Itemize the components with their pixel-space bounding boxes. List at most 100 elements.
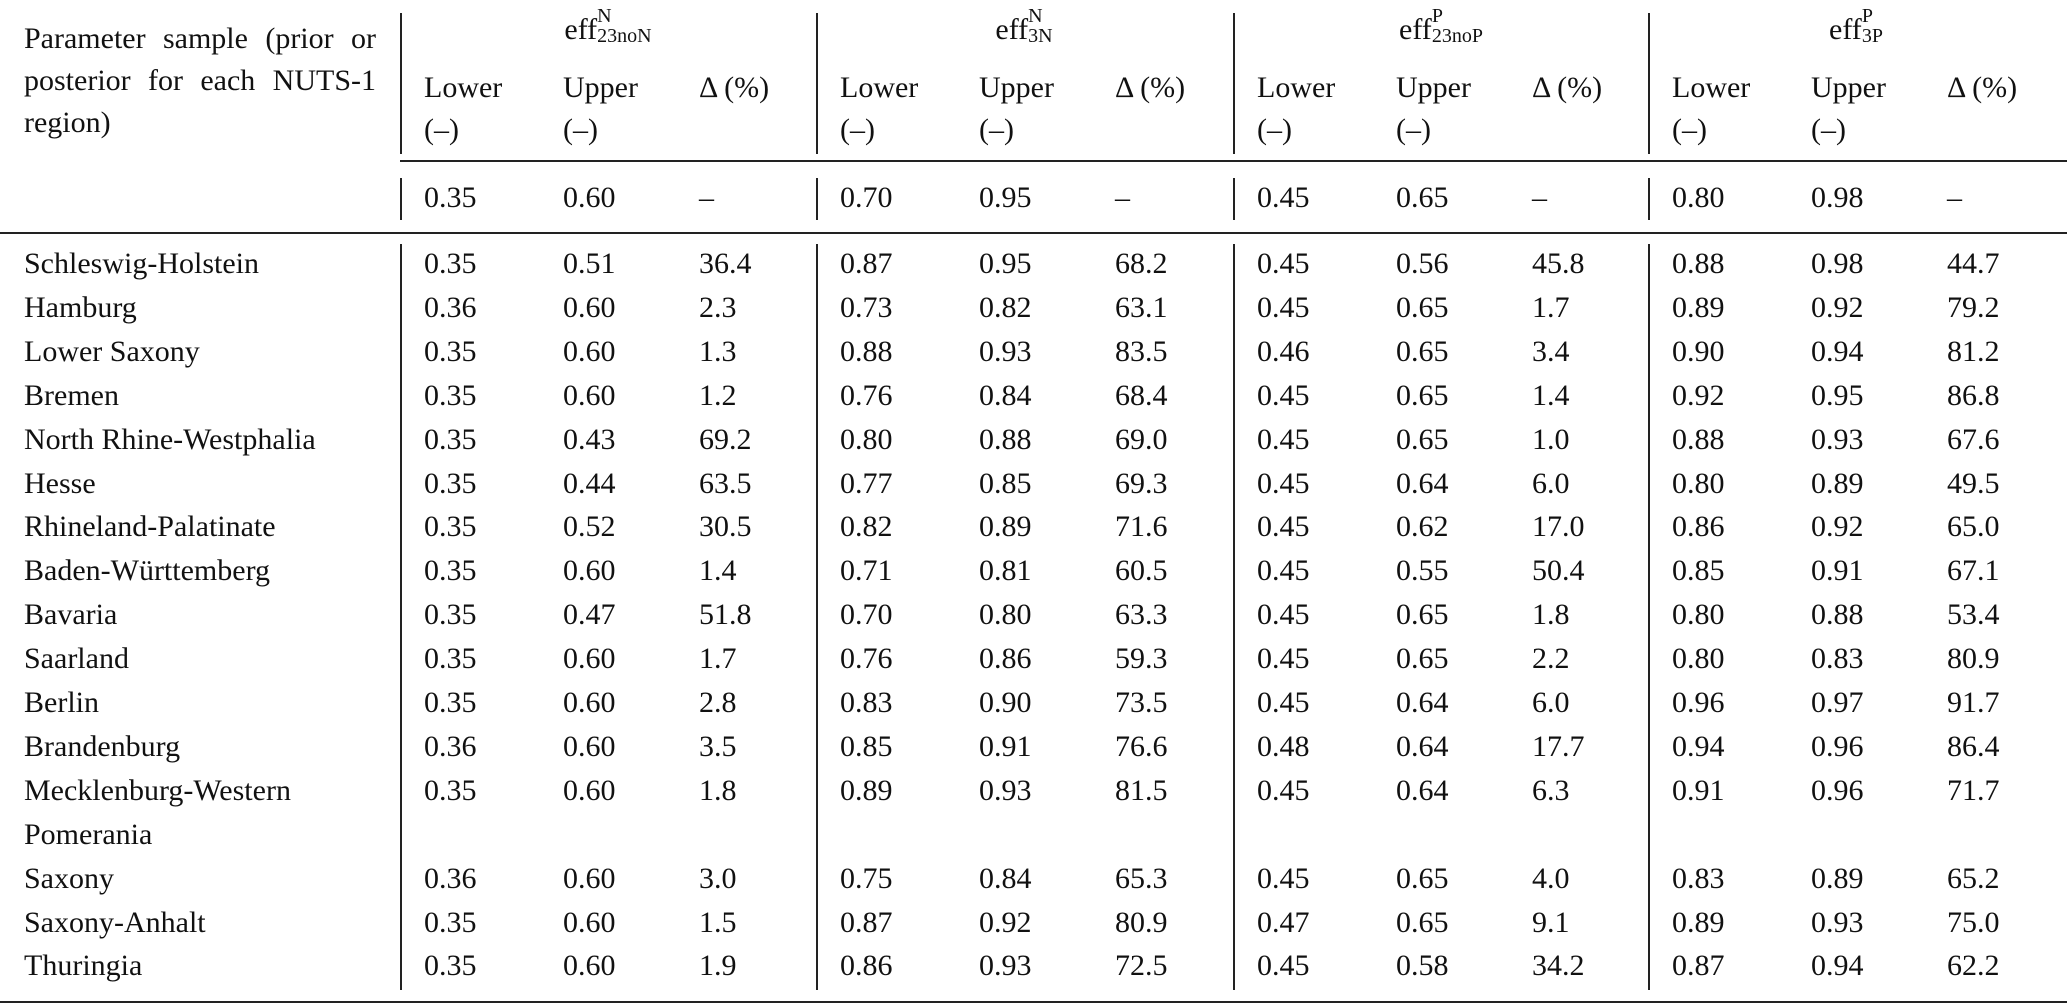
data-cell: 0.65: [1396, 598, 1449, 632]
data-cell: 0.60: [563, 949, 616, 983]
data-cell: 0.64: [1396, 466, 1449, 500]
column-unit: (–): [1396, 113, 1431, 146]
data-cell: 67.1: [1947, 554, 2000, 588]
data-cell: 0.87: [1672, 949, 1725, 983]
data-cell: 0.45: [1257, 773, 1310, 807]
region-name: Rhineland-Palatinate: [24, 510, 276, 544]
data-cell: 17.7: [1532, 729, 1585, 763]
data-cell: 0.77: [840, 466, 893, 500]
region-name: Schleswig-Holstein: [24, 247, 259, 280]
column-divider: [1648, 178, 1650, 220]
column-header: Δ (%): [1115, 71, 1186, 104]
data-cell: 0.92: [1672, 378, 1725, 412]
prior-cell: 0.35: [424, 181, 477, 214]
region-name: Brandenburg: [24, 729, 181, 763]
data-cell: 0.90: [1672, 334, 1725, 368]
column-divider: [1233, 178, 1235, 220]
data-cell: 65.2: [1947, 861, 2000, 895]
data-cell: 68.4: [1115, 378, 1168, 412]
region-name: Berlin: [24, 686, 99, 719]
data-cell: 1.7: [1532, 290, 1570, 324]
data-cell: 0.52: [563, 510, 616, 544]
data-cell: 86.8: [1947, 378, 2000, 412]
column-divider: [1648, 13, 1650, 154]
data-cell: 1.3: [699, 334, 737, 368]
data-cell: 0.65: [1396, 905, 1449, 939]
data-cell: 0.44: [563, 466, 616, 500]
data-cell: 0.80: [1672, 642, 1725, 676]
data-cell: 51.8: [699, 598, 752, 632]
data-cell: 0.35: [424, 598, 477, 632]
data-cell: 0.88: [1672, 422, 1725, 456]
data-cell: 0.88: [979, 422, 1032, 456]
data-cell: 0.45: [1257, 861, 1310, 895]
data-cell: 0.43: [563, 422, 616, 456]
data-cell: 67.6: [1947, 422, 2000, 456]
column-divider: [400, 13, 402, 154]
data-cell: 0.46: [1257, 334, 1310, 368]
data-cell: 76.6: [1115, 729, 1168, 763]
data-cell: 0.70: [840, 598, 893, 632]
script-stack: N 3N: [1028, 6, 1052, 46]
data-cell: 0.36: [424, 861, 477, 895]
data-cell: 6.0: [1532, 466, 1570, 500]
data-cell: 0.88: [1811, 598, 1864, 632]
prior-cell: –: [699, 181, 714, 214]
data-cell: 0.35: [424, 510, 477, 544]
data-cell: 0.93: [979, 773, 1032, 807]
data-cell: 0.56: [1396, 247, 1449, 280]
horizontal-rule: [0, 232, 2067, 234]
data-cell: 0.83: [840, 686, 893, 719]
data-cell: 0.83: [1672, 861, 1725, 895]
data-cell: 65.3: [1115, 861, 1168, 895]
data-cell: 0.93: [1811, 905, 1864, 939]
data-cell: 36.4: [699, 247, 752, 280]
region-name: Hamburg: [24, 290, 137, 324]
data-cell: 0.89: [1672, 290, 1725, 324]
data-cell: 0.80: [979, 598, 1032, 632]
column-header: Upper: [563, 71, 638, 104]
data-cell: 0.60: [563, 686, 616, 719]
data-cell: 0.80: [1672, 598, 1725, 632]
data-cell: 50.4: [1532, 554, 1585, 588]
column-unit: (–): [979, 113, 1014, 146]
column-divider: [1233, 13, 1235, 154]
data-cell: 0.60: [563, 334, 616, 368]
data-cell: 62.2: [1947, 949, 2000, 983]
group-header: eff P 3P: [1648, 6, 2064, 70]
data-cell: 71.6: [1115, 510, 1168, 544]
data-cell: 0.48: [1257, 729, 1310, 763]
region-name: Baden-Württemberg: [24, 554, 271, 588]
column-unit: (–): [1811, 113, 1846, 146]
data-cell: 0.45: [1257, 290, 1310, 324]
data-cell: 0.86: [1672, 510, 1725, 544]
data-cell: 0.35: [424, 773, 477, 807]
data-cell: 0.45: [1257, 466, 1310, 500]
data-cell: 0.97: [1811, 686, 1864, 719]
data-cell: 73.5: [1115, 686, 1168, 719]
region-name: Bremen: [24, 378, 119, 412]
data-cell: 0.92: [1811, 290, 1864, 324]
prior-cell: 0.98: [1811, 181, 1864, 214]
data-cell: 71.7: [1947, 773, 2000, 807]
data-cell: 0.45: [1257, 554, 1310, 588]
data-cell: 0.87: [840, 905, 893, 939]
prior-cell: 0.60: [563, 181, 616, 214]
data-cell: 0.89: [1672, 905, 1725, 939]
script-stack: N 23noN: [597, 6, 651, 46]
data-cell: 65.0: [1947, 510, 2000, 544]
superscript: P: [1431, 5, 1443, 27]
data-cell: 0.89: [1811, 861, 1864, 895]
region-name: Hesse: [24, 466, 96, 500]
data-cell: 59.3: [1115, 642, 1168, 676]
data-cell: 0.45: [1257, 247, 1310, 280]
column-header: Lower: [1257, 71, 1336, 104]
data-cell: 0.65: [1396, 861, 1449, 895]
data-cell: 0.60: [563, 290, 616, 324]
prior-cell: 0.65: [1396, 181, 1449, 214]
column-divider: [816, 178, 818, 220]
group-symbol: eff: [1399, 13, 1432, 46]
data-cell: 0.60: [563, 861, 616, 895]
data-cell: 0.93: [979, 334, 1032, 368]
data-cell: 34.2: [1532, 949, 1585, 983]
